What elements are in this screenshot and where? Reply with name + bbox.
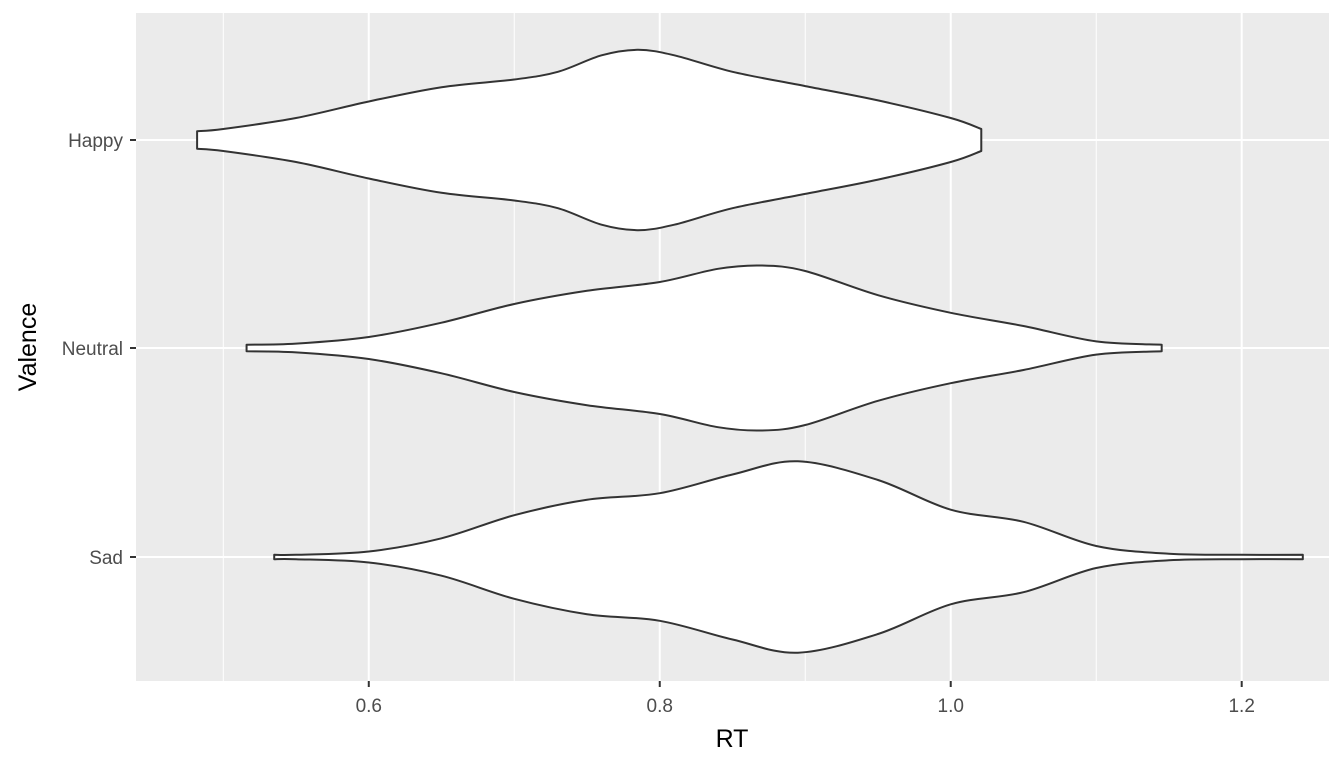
x-tick-label: 1.2 [1228, 696, 1254, 717]
violin-happy [196, 48, 983, 232]
y-axis: Happy Neutral Sad [62, 131, 136, 569]
x-axis: 0.6 0.8 1.0 1.2 [356, 681, 1255, 717]
violin-sad [273, 460, 1304, 654]
y-tick-label-happy: Happy [68, 131, 123, 152]
violins [196, 48, 1304, 654]
x-tick-label: 0.6 [356, 696, 382, 717]
violin-neutral [245, 264, 1163, 432]
y-axis-title: Valence [14, 303, 42, 392]
x-tick-label: 1.0 [938, 696, 964, 717]
x-tick-label: 0.8 [647, 696, 673, 717]
y-tick-label-sad: Sad [89, 548, 123, 569]
y-tick-label-neutral: Neutral [62, 339, 123, 360]
x-axis-title: RT [716, 725, 749, 753]
